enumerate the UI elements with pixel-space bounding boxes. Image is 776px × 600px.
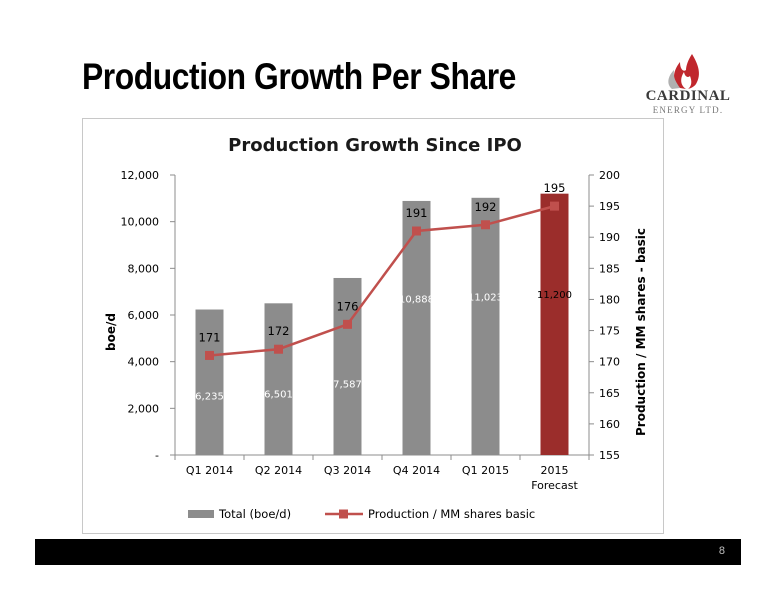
bar-data-label: 7,587 <box>333 380 362 391</box>
bar-data-label: 6,235 <box>195 392 224 403</box>
page-number: 8 <box>718 545 725 557</box>
company-logo: CARDINAL ENERGY LTD. <box>628 48 748 132</box>
legend-swatch-marker <box>339 509 348 519</box>
legend-label-line: Production / MM shares basic <box>368 507 535 521</box>
footer-bar: 8 <box>35 539 741 565</box>
y2-axis-title: Production / MM shares - basic <box>634 228 648 436</box>
line-series <box>209 204 555 357</box>
line-marker <box>412 226 421 236</box>
x-tick-label: Q3 2014 <box>324 464 371 477</box>
slide-title: Production Growth Per Share <box>82 56 516 97</box>
y-tick-label: 12,000 <box>121 169 160 182</box>
y-tick-label: 8,000 <box>128 262 160 275</box>
flame-icon <box>668 54 699 89</box>
line-data-label: 195 <box>544 181 566 195</box>
bar-data-label: 10,888 <box>399 295 434 306</box>
x-tick-label: Q1 2015 <box>462 464 509 477</box>
bar <box>333 277 362 455</box>
x-tick-label: Forecast <box>531 479 578 492</box>
line-data-label: 172 <box>268 324 290 338</box>
y2-tick-label: 195 <box>599 200 620 213</box>
line-data-label: 191 <box>406 206 428 220</box>
y2-tick-label: 160 <box>599 418 620 431</box>
bar <box>471 197 500 455</box>
y-tick-label: - <box>155 449 159 462</box>
y-tick-label: 6,000 <box>128 309 160 322</box>
bar <box>264 303 293 455</box>
y2-tick-label: 165 <box>599 387 620 400</box>
bar-data-label: 11,023 <box>468 293 503 304</box>
line-marker <box>481 220 490 230</box>
y2-tick-label: 175 <box>599 325 620 338</box>
y-tick-label: 10,000 <box>121 216 160 229</box>
line-data-label: 176 <box>337 299 359 313</box>
logo-name: CARDINAL <box>645 88 731 104</box>
line-marker <box>343 319 352 329</box>
y-axis-title: boe/d <box>104 313 118 351</box>
y-tick-label: 4,000 <box>128 356 160 369</box>
bar-data-label: 11,200 <box>537 290 572 301</box>
line-data-label: 192 <box>475 200 497 214</box>
y2-tick-label: 170 <box>599 356 620 369</box>
chart-frame: Production Growth Since IPO boe/d Produc… <box>82 118 664 534</box>
bar <box>195 309 224 455</box>
y-tick-label: 2,000 <box>128 402 160 415</box>
line-marker <box>205 350 214 360</box>
bar-data-label: 6,501 <box>264 389 293 400</box>
logo-subtitle: ENERGY LTD. <box>652 105 724 115</box>
x-tick-label: Q4 2014 <box>393 464 440 477</box>
legend-swatch-bar <box>188 510 214 518</box>
y2-tick-label: 155 <box>599 449 620 462</box>
y2-tick-label: 200 <box>599 169 620 182</box>
y2-tick-label: 190 <box>599 231 620 244</box>
x-tick-label: Q1 2014 <box>186 464 233 477</box>
bar <box>402 200 431 455</box>
y2-tick-label: 185 <box>599 262 620 275</box>
y2-tick-label: 180 <box>599 293 620 306</box>
line-data-label: 171 <box>199 330 221 344</box>
chart-title: Production Growth Since IPO <box>228 135 522 156</box>
x-tick-label: Q2 2014 <box>255 464 302 477</box>
x-tick-label: 2015 <box>541 464 569 477</box>
chart-svg: Production Growth Since IPO boe/d Produc… <box>104 135 648 521</box>
legend-label-bar: Total (boe/d) <box>218 507 291 521</box>
line-marker <box>550 201 559 211</box>
bar <box>540 193 569 455</box>
line-marker <box>274 344 283 354</box>
